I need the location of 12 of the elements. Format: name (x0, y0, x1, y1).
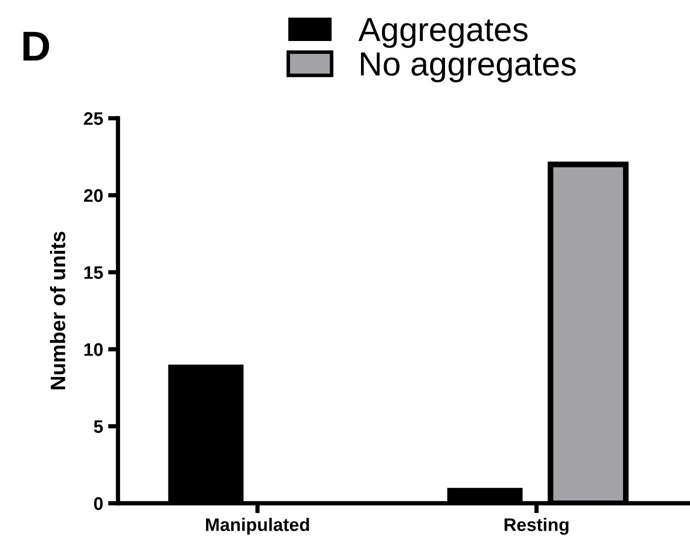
y-tick-label: 0 (94, 497, 103, 510)
y-tick-label: 20 (84, 189, 103, 202)
legend-label: Aggregates (358, 18, 528, 48)
legend-label: No aggregates (361, 52, 576, 82)
text: D (23, 32, 50, 60)
x-tick-label: Resting (504, 518, 568, 535)
x-tick-label: Manipulated (206, 518, 309, 535)
y-tick-label: 10 (84, 343, 103, 356)
y-axis-title: Number of units (50, 232, 66, 390)
y-tick-label: 15 (84, 266, 103, 279)
y-tick-label: 25 (84, 112, 103, 125)
y-tick-label: 5 (94, 420, 103, 433)
